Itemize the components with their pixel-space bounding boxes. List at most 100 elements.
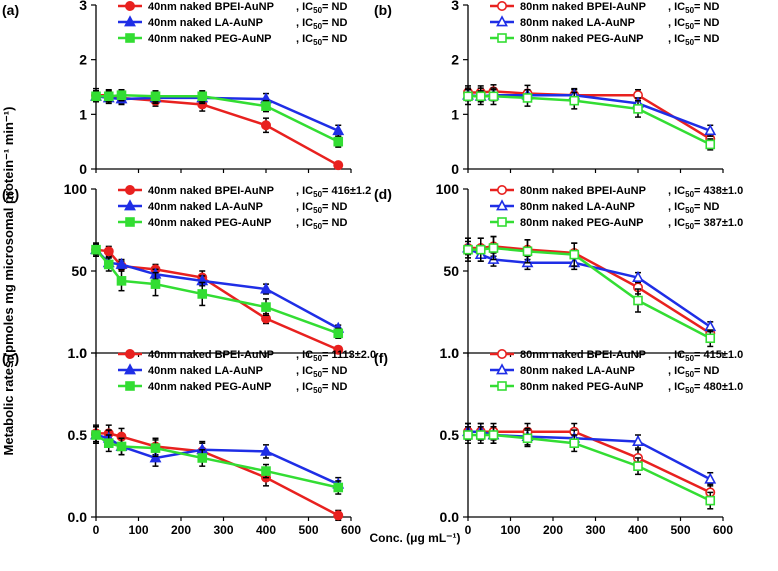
data-point: [103, 246, 114, 257]
data-point: [704, 472, 717, 484]
x-tick-label: 400: [256, 523, 276, 537]
legend-ic50: , IC50= ND: [668, 17, 719, 31]
data-point: [633, 295, 643, 306]
y-tick-label: 3: [79, 0, 87, 13]
legend-label: 80nm naked PEG-AuNP: [520, 381, 643, 393]
data-point: [333, 510, 344, 521]
y-tick-label: 2: [79, 52, 87, 68]
legend-label: 40nm naked LA-AuNP: [148, 201, 263, 213]
data-point: [632, 270, 644, 282]
series-40nm-naked-peg-aunp: [91, 426, 344, 495]
y-tick-label: 0: [451, 161, 459, 177]
legend-marker: [124, 199, 136, 211]
legend-label: 40nm naked LA-AuNP: [148, 365, 263, 377]
data-point: [522, 433, 533, 444]
data-point: [633, 461, 643, 471]
y-tick-label: 0.5: [440, 427, 460, 443]
legend-ic50: , IC50= 387±1.0: [668, 217, 743, 231]
legend-ic50: , IC50= 1113±2.0: [296, 349, 376, 363]
legend-ic50: , IC50= ND: [668, 33, 719, 47]
data-point: [475, 91, 486, 102]
data-point: [261, 302, 271, 312]
legend-marker: [125, 381, 135, 391]
legend: 40nm naked BPEI-AuNP , IC50= ND 40nm naked…: [118, 1, 347, 47]
x-axis-title: Conc. (μg mL⁻¹): [370, 531, 461, 545]
data-point: [149, 451, 162, 463]
data-point: [91, 430, 101, 440]
panel-f: 0.00.51.00 100 200 300 400 500 600(f) 80nm nake…: [374, 345, 743, 537]
series-40nm-naked-bpei-aunp: [91, 424, 344, 522]
y-tick-label: 100: [436, 181, 460, 197]
y-tick-label: 1: [451, 106, 459, 122]
data-point: [197, 453, 208, 463]
legend-ic50: , IC50= ND: [668, 201, 719, 215]
data-point: [260, 282, 272, 294]
data-point: [116, 90, 127, 100]
legend-marker: [496, 199, 508, 211]
series-line: [95, 433, 339, 489]
legend-label: 40nm naked BPEI-AuNP: [148, 349, 274, 361]
legend: 80nm naked BPEI-AuNP , IC50= 438±1.0 80nm …: [490, 185, 743, 231]
panel-d: 0 50 100 (d) 80nm naked BPEI-AuNP , IC50= 438…: [374, 181, 743, 361]
x-tick-label: 0: [93, 523, 100, 537]
legend-label: 80nm naked LA-AuNP: [520, 17, 635, 29]
y-tick-label: 1.0: [440, 345, 460, 361]
data-point: [197, 91, 208, 102]
data-point: [463, 91, 473, 102]
y-tick-label: 0.5: [68, 427, 88, 443]
legend-label: 80nm naked BPEI-AuNP: [520, 349, 646, 361]
panel-label: (e): [2, 350, 19, 366]
data-point: [261, 466, 271, 476]
legend-ic50: , IC50= ND: [296, 217, 347, 231]
legend-marker: [124, 363, 136, 375]
panel-c: 0 50 100 (c) 40nm naked BPEI-AuNP , IC50= 416…: [2, 181, 371, 361]
x-tick-label: 600: [713, 523, 733, 537]
series-line: [96, 93, 339, 167]
data-point: [116, 276, 127, 286]
series-80nm-naked-peg-aunp: [463, 87, 716, 151]
y-tick-label: 1.0: [68, 345, 88, 361]
legend-marker: [497, 381, 507, 391]
data-point: [633, 104, 643, 114]
data-point: [332, 124, 345, 136]
series-line: [95, 248, 339, 351]
legend-marker: [497, 217, 507, 227]
data-point: [150, 91, 161, 102]
data-point: [522, 93, 533, 103]
series-40nm-naked-peg-aunp: [91, 88, 344, 148]
legend-marker: [125, 348, 136, 359]
data-point: [260, 444, 272, 456]
legend-label: 40nm naked PEG-AuNP: [148, 33, 271, 45]
data-point: [569, 249, 580, 260]
legend-label: 40nm naked LA-AuNP: [148, 17, 263, 29]
x-tick-label: 300: [585, 523, 605, 537]
y-tick-label: 0.0: [68, 509, 88, 525]
data-point: [463, 430, 473, 440]
legend-label: 40nm naked BPEI-AuNP: [148, 1, 274, 13]
legend-ic50: , IC50= 480±1.0: [668, 381, 743, 395]
y-tick-label: 50: [71, 263, 87, 279]
x-tick-label: 300: [213, 523, 233, 537]
y-tick-label: 50: [443, 263, 459, 279]
series-line: [468, 90, 711, 141]
legend-ic50: , IC50= ND: [296, 1, 347, 15]
legend-marker: [496, 185, 507, 196]
legend-marker: [125, 185, 136, 196]
legend-ic50: , IC50= 415±1.0: [668, 349, 743, 363]
data-point: [91, 91, 101, 102]
legend-marker: [125, 217, 135, 227]
legend-ic50: , IC50= ND: [296, 201, 347, 215]
data-point: [333, 136, 344, 147]
data-point: [91, 244, 101, 255]
data-point: [116, 441, 127, 452]
series-80nm-naked-peg-aunp: [463, 235, 716, 348]
x-tick-label: 100: [500, 523, 520, 537]
y-tick-label: 3: [451, 0, 459, 13]
data-point: [705, 333, 716, 344]
legend: 80nm naked BPEI-AuNP , IC50= 415±1.0 80nm …: [490, 348, 743, 395]
series-80nm-naked-la-aunp: [462, 240, 717, 333]
data-point: [333, 160, 344, 171]
